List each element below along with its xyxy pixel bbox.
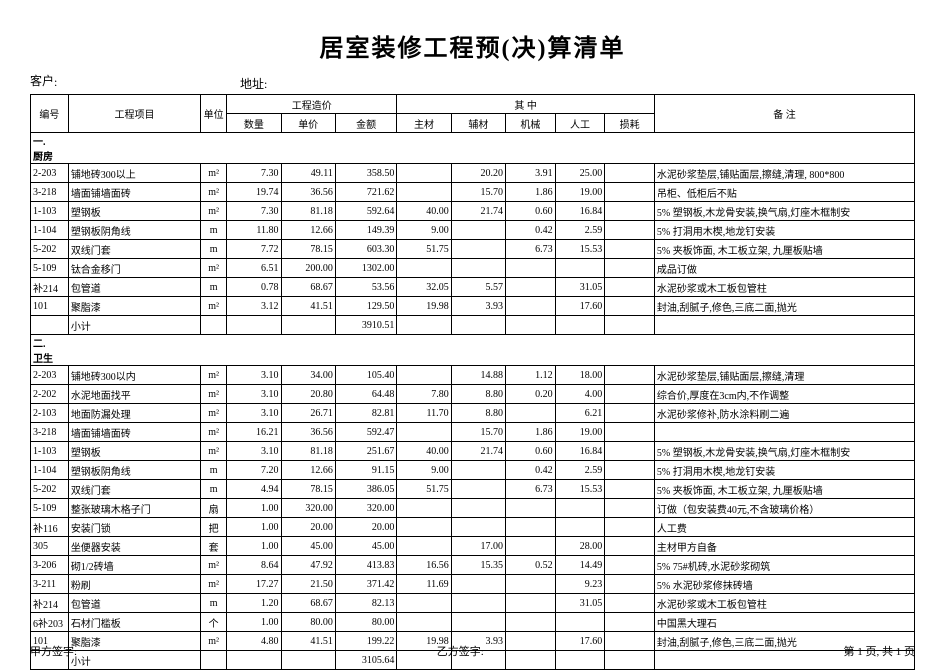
col-amount: 金额: [335, 114, 396, 133]
footer: 甲方签字: 乙方签字: 第 1 页, 共 1 页: [30, 643, 915, 659]
table-row: 101聚脂漆m²3.1241.51129.5019.983.9317.60封油,…: [31, 297, 915, 316]
table-row: 5-202双线门套m7.7278.15603.3051.756.7315.535…: [31, 240, 915, 259]
table-row: 2-203铺地砖300以内m²3.1034.00105.4014.881.121…: [31, 366, 915, 385]
table-row: 补116安装门锁把1.0020.0020.00人工费: [31, 518, 915, 537]
address-label: 地址:: [240, 75, 267, 92]
section-heading: 一.: [31, 133, 915, 149]
col-unit: 单位: [201, 95, 227, 133]
table-row: 1-104塑钢板阴角线m11.8012.66149.399.000.422.59…: [31, 221, 915, 240]
table-row: 5-202双线门套m4.9478.15386.0551.756.7315.535…: [31, 480, 915, 499]
client-label: 客户: [30, 75, 54, 92]
section-heading: 二.: [31, 335, 915, 351]
table-row: 2-203铺地砖300以上m²7.3049.11358.5020.203.912…: [31, 164, 915, 183]
table-row: 1-104塑钢板阴角线m7.2012.6691.159.000.422.595%…: [31, 461, 915, 480]
table-row: 3-218墙面铺墙面砖m²19.7436.56721.6215.701.8619…: [31, 183, 915, 202]
table-row: 5-109整张玻璃木格子门扇1.00320.00320.00订做（包安装费40元…: [31, 499, 915, 518]
table-row: 1-103塑钢板m²7.3081.18592.6440.0021.740.601…: [31, 202, 915, 221]
budget-table: 编号 工程项目 单位 工程造价 其 中 备 注 数量 单价 金额 主材 辅材 机…: [30, 94, 915, 670]
col-labor: 人工: [555, 114, 605, 133]
col-cost-group: 工程造价: [227, 95, 397, 114]
footer-right: 第 1 页, 共 1 页: [844, 643, 916, 659]
client-colon: :: [54, 75, 64, 92]
table-row: 2-202水泥地面找平m²3.1020.8064.487.808.800.204…: [31, 385, 915, 404]
table-row: 5-109钛合金移门m²6.51200.001302.00成品订做: [31, 259, 915, 278]
page-root: 居室装修工程预(决)算清单 客户 : 地址: 编号 工程项目 单位 工程造价 其…: [0, 0, 945, 669]
table-row: 2-103地面防漏处理m²3.1026.7182.8111.708.806.21…: [31, 404, 915, 423]
footer-left: 甲方签字:: [30, 643, 77, 659]
col-aux: 辅材: [451, 114, 505, 133]
col-loss: 损耗: [605, 114, 655, 133]
client-address-row: 客户 : 地址:: [30, 75, 915, 92]
section-heading: 卫生: [31, 350, 915, 366]
col-breakdown-group: 其 中: [397, 95, 655, 114]
col-mach: 机械: [506, 114, 556, 133]
page-title: 居室装修工程预(决)算清单: [30, 28, 915, 63]
table-row: 3-206砌1/2砖墙m²8.6447.92413.8316.5615.350.…: [31, 556, 915, 575]
table-row: 305坐便器安装套1.0045.0045.0017.0028.00主材甲方自备: [31, 537, 915, 556]
col-code: 编号: [31, 95, 69, 133]
col-item: 工程项目: [68, 95, 200, 133]
table-row: 3-218墙面铺墙面砖m²16.2136.56592.4715.701.8619…: [31, 423, 915, 442]
col-qty: 数量: [227, 114, 281, 133]
col-main: 主材: [397, 114, 451, 133]
table-row: 补214包管道m0.7868.6753.5632.055.5731.05水泥砂浆…: [31, 278, 915, 297]
table-row: 补214包管道m1.2068.6782.1331.05水泥砂浆或木工板包管柱: [31, 594, 915, 613]
section-heading: 厨房: [31, 148, 915, 164]
footer-mid: 乙方签字:: [77, 643, 843, 659]
table-row: 1-103塑钢板m²3.1081.18251.6740.0021.740.601…: [31, 442, 915, 461]
col-remark: 备 注: [654, 95, 914, 133]
subtotal-row: 小计3910.51: [31, 316, 915, 335]
table-row: 6补203石材门槛板个1.0080.0080.00中国黑大理石: [31, 613, 915, 632]
table-row: 3-211粉刷m²17.2721.50371.4211.699.235% 水泥砂…: [31, 575, 915, 594]
col-price: 单价: [281, 114, 335, 133]
